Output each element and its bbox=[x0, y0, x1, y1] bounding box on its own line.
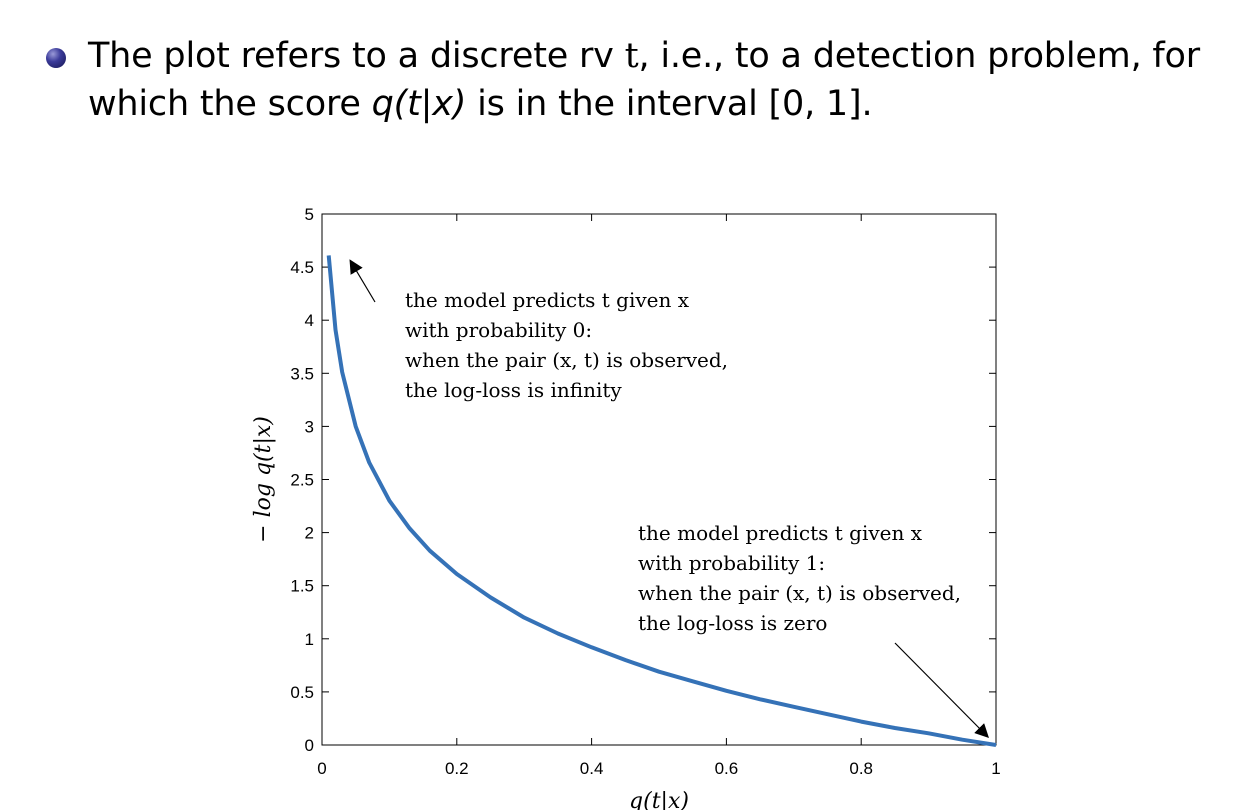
y-tick-label: 4 bbox=[305, 311, 314, 330]
x-axis-label: q(t|x) bbox=[629, 789, 689, 810]
series-line bbox=[326, 255, 997, 747]
bullet-icon bbox=[46, 48, 66, 68]
y-tick-label: 1 bbox=[305, 630, 314, 649]
bullet-line-1: The plot refers to a discrete rv t, i.e.… bbox=[88, 32, 1238, 80]
y-tick-label: 0.5 bbox=[290, 683, 314, 702]
y-tick-label: 1.5 bbox=[290, 577, 314, 596]
annotation-1-line: the log-loss is infinity bbox=[405, 378, 622, 402]
annotation-2-line: when the pair (x, t) is observed, bbox=[638, 581, 961, 605]
annotation-1-line: with probability 0: bbox=[405, 318, 592, 342]
x-tick-label: 0 bbox=[317, 759, 326, 778]
bullet-line-1-part-a: The plot refers to a discrete rv bbox=[88, 36, 625, 76]
x-tick-label: 0.2 bbox=[445, 759, 469, 778]
log-loss-chart: 0 0.2 0.4 0.6 0.8 1 0 0.5 1 1.5 2 2.5 3 3.5 4 4.5 5 q(t|x… bbox=[251, 205, 1001, 810]
annotation-1-arrow bbox=[349, 259, 376, 303]
bullet-line-1-part-b: , i.e., to a detection problem, for bbox=[638, 36, 1200, 76]
annotation-2-line: the log-loss is zero bbox=[638, 611, 827, 635]
x-tick-label: 1 bbox=[991, 759, 1000, 778]
bullet-line-2: which the score q(t|x) is in the interva… bbox=[88, 80, 1238, 128]
y-tick-label: 3 bbox=[305, 417, 314, 436]
annotation-2-arrow bbox=[894, 642, 989, 738]
score-expression: q(t|x) bbox=[371, 84, 467, 124]
random-variable-symbol: t bbox=[624, 36, 639, 76]
y-tick-label: 4.5 bbox=[290, 258, 314, 277]
bullet-line-2-part-a: which the score bbox=[88, 84, 372, 124]
y-tick-label: 0 bbox=[305, 736, 314, 755]
annotation-2-line: with probability 1: bbox=[638, 551, 825, 575]
annotation-1-line: when the pair (x, t) is observed, bbox=[405, 348, 728, 372]
y-axis-label: − log q(t|x) bbox=[251, 416, 276, 543]
bullet-text: The plot refers to a discrete rv t, i.e.… bbox=[88, 32, 1238, 128]
y-tick-label: 2.5 bbox=[290, 471, 314, 490]
annotation-2-line: the model predicts t given x bbox=[638, 521, 923, 545]
annotation-1-line: the model predicts t given x bbox=[405, 288, 690, 312]
x-tick-label: 0.8 bbox=[849, 759, 873, 778]
y-tick-label: 3.5 bbox=[290, 364, 314, 383]
x-tick-label: 0.6 bbox=[715, 759, 739, 778]
x-tick-label: 0.4 bbox=[580, 759, 604, 778]
y-tick-label: 5 bbox=[305, 205, 314, 224]
y-tick-label: 2 bbox=[305, 524, 314, 543]
bullet-line-2-part-b: is in the interval [0, 1]. bbox=[466, 84, 873, 124]
